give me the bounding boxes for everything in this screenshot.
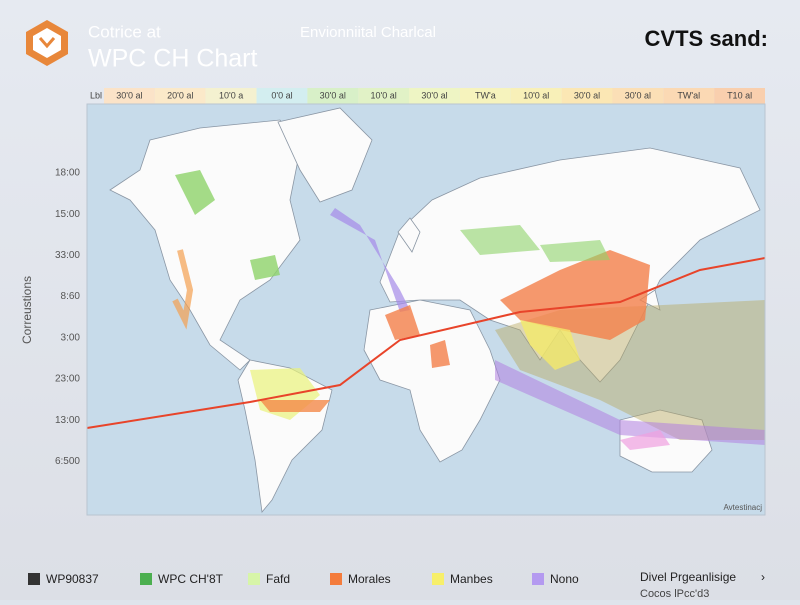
map-credit: Avtestinacj xyxy=(723,503,762,512)
scale-cell xyxy=(205,88,257,104)
brand: CVTS sand: xyxy=(645,26,768,51)
legend-label: Morales xyxy=(348,572,391,586)
legend-swatch xyxy=(140,573,152,585)
legend-swatch xyxy=(432,573,444,585)
scale-cell xyxy=(459,88,511,104)
scale-cell xyxy=(154,88,206,104)
scale-cell xyxy=(409,88,460,104)
scale-label: 20'0 al xyxy=(167,90,193,100)
y-label: 33:00 xyxy=(55,250,80,261)
y-label: 18:00 xyxy=(55,168,80,179)
scale-cell xyxy=(104,88,155,104)
title: WPC CH Chart xyxy=(88,45,258,73)
scale-cell xyxy=(561,88,613,104)
footer-sub: Cocos lPcc'd3 xyxy=(640,588,709,600)
legend-label: WP90837 xyxy=(46,572,99,586)
scale-label: 30'0 al xyxy=(116,90,142,100)
scale-label: 30'0 al xyxy=(625,90,651,100)
scale-label: 10'0 al xyxy=(523,90,549,100)
subtitle: Cotrice at xyxy=(88,22,161,41)
y-label: 3:00 xyxy=(61,332,81,343)
scale-label: T10 al xyxy=(727,90,752,100)
scale-cell xyxy=(510,88,562,104)
scale-cell xyxy=(358,88,410,104)
y-label: 13:00 xyxy=(55,415,80,426)
y-axis: 18:00 15:00 33:00 8:60 3:00 23:00 13:00 6:500 xyxy=(55,168,80,467)
legend-swatch xyxy=(248,573,260,585)
scale-first: Lbl xyxy=(90,90,102,100)
footer-link[interactable]: Divel Prgeanlisige xyxy=(640,570,736,584)
scale-label: 10'0 al xyxy=(371,90,397,100)
y-axis-title: Correustions xyxy=(20,276,34,344)
legend-label: WPC CH'8T xyxy=(158,572,224,586)
scale-label: 30'0 al xyxy=(421,90,447,100)
legend: WP90837 WPC CH'8T Fafd Morales Manbes Nono xyxy=(28,572,579,586)
y-label: 8:60 xyxy=(61,291,81,302)
scale-label: 30'0 al xyxy=(320,90,346,100)
y-label: 6:500 xyxy=(55,456,80,467)
scale-label: 10'0 a xyxy=(219,90,243,100)
scale-label: TW'a xyxy=(475,90,496,100)
scale-bar: Lbl 30'0 al 20'0 al 10'0 a 0'0 al 30'0 al 10'0… xyxy=(90,88,765,104)
y-label: 23:00 xyxy=(55,374,80,385)
scale-cell xyxy=(256,88,308,104)
logo xyxy=(26,20,68,66)
scale-label: 30'0 al xyxy=(574,90,600,100)
legend-swatch xyxy=(532,573,544,585)
footer-arrow[interactable]: › xyxy=(761,570,765,584)
legend-swatch xyxy=(330,573,342,585)
legend-label: Fafd xyxy=(266,572,290,586)
legend-label: Nono xyxy=(550,572,579,586)
scale-cell xyxy=(612,88,664,104)
map xyxy=(86,103,766,516)
scale-cell xyxy=(714,88,765,104)
y-label: 15:00 xyxy=(55,209,80,220)
scale-cell xyxy=(663,88,715,104)
scale-label: 0'0 al xyxy=(271,90,292,100)
center-title: Envionniital Charlcal xyxy=(300,24,436,41)
legend-swatch xyxy=(28,573,40,585)
scale-label: TW'al xyxy=(677,90,700,100)
scale-cell xyxy=(307,88,359,104)
legend-label: Manbes xyxy=(450,572,493,586)
